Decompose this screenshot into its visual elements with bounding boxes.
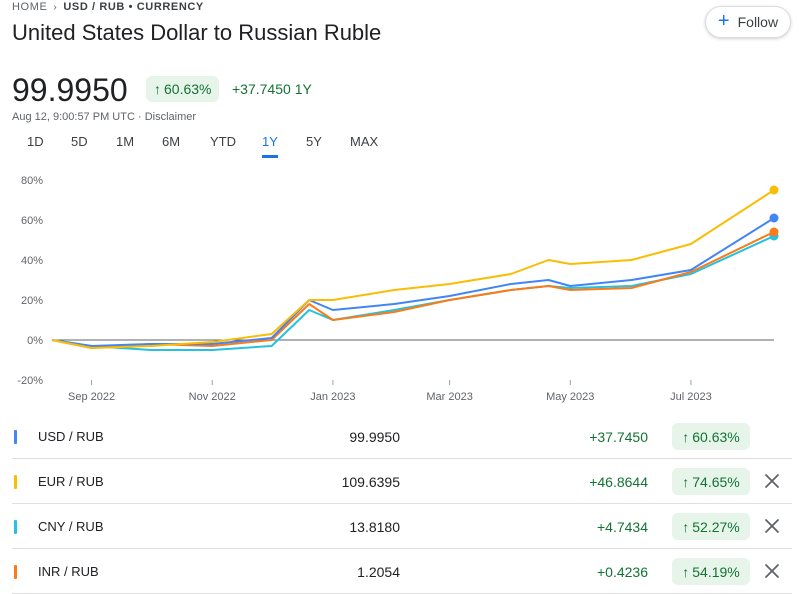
disclaimer-link[interactable]: Disclaimer <box>144 111 197 123</box>
y-tick-label: 20% <box>21 295 43 307</box>
pair-value: 99.9950 <box>349 429 400 445</box>
close-icon <box>765 564 779 578</box>
series-color-marker <box>14 430 17 444</box>
separator: · <box>137 111 145 123</box>
table-row[interactable]: INR / RUB 1.2054 +0.4236 ↑ 54.19% <box>12 549 792 594</box>
close-icon <box>765 519 779 533</box>
timestamp: Aug 12, 9:00:57 PM UTC <box>12 111 135 123</box>
page-title: United States Dollar to Russian Ruble <box>12 20 382 45</box>
range-tab-5d[interactable]: 5D <box>71 134 88 149</box>
y-tick-label: 80% <box>21 175 43 187</box>
pair-value: 1.2054 <box>357 564 400 580</box>
pair-value: 13.8180 <box>349 519 400 535</box>
range-tab-1y[interactable]: 1Y <box>262 134 278 158</box>
arrow-up-icon: ↑ <box>682 518 690 535</box>
pair-percent: 52.27% <box>692 518 740 535</box>
pair-name: USD / RUB <box>38 429 104 444</box>
range-tab-1d[interactable]: 1D <box>27 134 44 149</box>
series-line-inr <box>51 231 775 349</box>
table-row[interactable]: CNY / RUB 13.8180 +4.7434 ↑ 52.27% <box>12 504 792 549</box>
range-tab-1m[interactable]: 1M <box>116 134 135 149</box>
x-tick-label: Jul 2023 <box>670 391 712 403</box>
x-tick-label: Sep 2022 <box>68 391 115 403</box>
arrow-up-icon: ↑ <box>682 473 690 490</box>
breadcrumb-current: USD / RUB • CURRENCY <box>63 1 204 13</box>
pair-percent-badge: ↑ 60.63% <box>672 423 750 450</box>
arrow-up-icon: ↑ <box>682 563 690 580</box>
series-line-usd <box>51 217 775 347</box>
x-tick-label: May 2023 <box>546 391 594 403</box>
pair-change: +46.8644 <box>589 474 648 490</box>
price-change-value: +37.7450 <box>232 81 291 97</box>
pair-percent-badge: ↑ 52.27% <box>672 513 750 540</box>
pair-percent: 54.19% <box>692 563 740 580</box>
pair-percent-badge: ↑ 74.65% <box>672 468 750 495</box>
remove-comparison-button[interactable] <box>760 469 784 493</box>
pair-name: EUR / RUB <box>38 474 104 489</box>
series-endpoint-eur <box>769 185 779 195</box>
pair-change: +0.4236 <box>597 564 648 580</box>
table-row[interactable]: USD / RUB 99.9950 +37.7450 ↑ 60.63% <box>12 414 792 459</box>
x-tick-label: Jan 2023 <box>310 391 355 403</box>
pair-name: INR / RUB <box>38 564 99 579</box>
pair-value: 109.6395 <box>341 474 400 490</box>
y-tick-label: 60% <box>21 215 43 227</box>
y-axis: 80% 60% 40% 20% 0% -20% <box>17 175 43 387</box>
remove-comparison-button[interactable] <box>760 559 784 583</box>
x-axis: Sep 2022 Nov 2022 Jan 2023 Mar 2023 May 2023… <box>68 380 712 403</box>
arrow-up-icon: ↑ <box>682 428 690 445</box>
current-price: 99.9950 <box>12 72 128 108</box>
pair-name: CNY / RUB <box>38 519 104 534</box>
price-change: +37.7450 1Y <box>232 81 312 97</box>
arrow-up-icon: ↑ <box>154 81 161 97</box>
series-color-marker <box>14 475 17 489</box>
range-tab-max[interactable]: MAX <box>350 134 379 149</box>
series-layer <box>51 185 779 351</box>
series-color-marker <box>14 520 17 534</box>
pair-percent: 74.65% <box>692 473 740 490</box>
pair-change: +4.7434 <box>597 519 648 535</box>
series-color-marker <box>14 565 17 579</box>
timestamp-line: Aug 12, 9:00:57 PM UTC · Disclaimer <box>12 111 196 123</box>
range-tab-ytd[interactable]: YTD <box>210 134 236 149</box>
price-change-period: 1Y <box>294 81 312 97</box>
comparison-table: USD / RUB 99.9950 +37.7450 ↑ 60.63% EUR / RUB… <box>12 414 792 594</box>
x-tick-label: Mar 2023 <box>426 391 472 403</box>
percent-change-badge: ↑ 60.63% <box>146 76 220 102</box>
percent-change: 60.63% <box>164 81 212 97</box>
y-tick-label: 40% <box>21 255 43 267</box>
table-row[interactable]: EUR / RUB 109.6395 +46.8644 ↑ 74.65% <box>12 459 792 504</box>
y-tick-label: 0% <box>27 335 43 347</box>
series-endpoint-usd <box>769 213 779 223</box>
series-endpoint-inr <box>769 227 779 237</box>
comparison-chart[interactable]: 80% 60% 40% 20% 0% -20% Sep 2022 Nov 2022 Jan 2… <box>0 170 799 410</box>
pair-percent: 60.63% <box>692 428 740 445</box>
series-line-eur <box>51 189 775 349</box>
y-tick-label: -20% <box>17 375 43 387</box>
breadcrumb-home[interactable]: HOME <box>12 1 48 13</box>
plus-icon: + <box>717 10 730 32</box>
chevron-right-icon: › <box>53 1 58 13</box>
follow-label: Follow <box>737 14 779 30</box>
series-line-cny <box>51 235 775 351</box>
breadcrumb: HOME › USD / RUB • CURRENCY <box>12 1 204 13</box>
range-tab-6m[interactable]: 6M <box>162 134 181 149</box>
pair-change: +37.7450 <box>589 429 648 445</box>
pair-percent-badge: ↑ 54.19% <box>672 558 750 585</box>
range-tab-5y[interactable]: 5Y <box>306 134 322 149</box>
follow-button[interactable]: + Follow <box>705 6 791 38</box>
x-tick-label: Nov 2022 <box>189 391 236 403</box>
remove-comparison-button[interactable] <box>760 514 784 538</box>
close-icon <box>765 474 779 488</box>
